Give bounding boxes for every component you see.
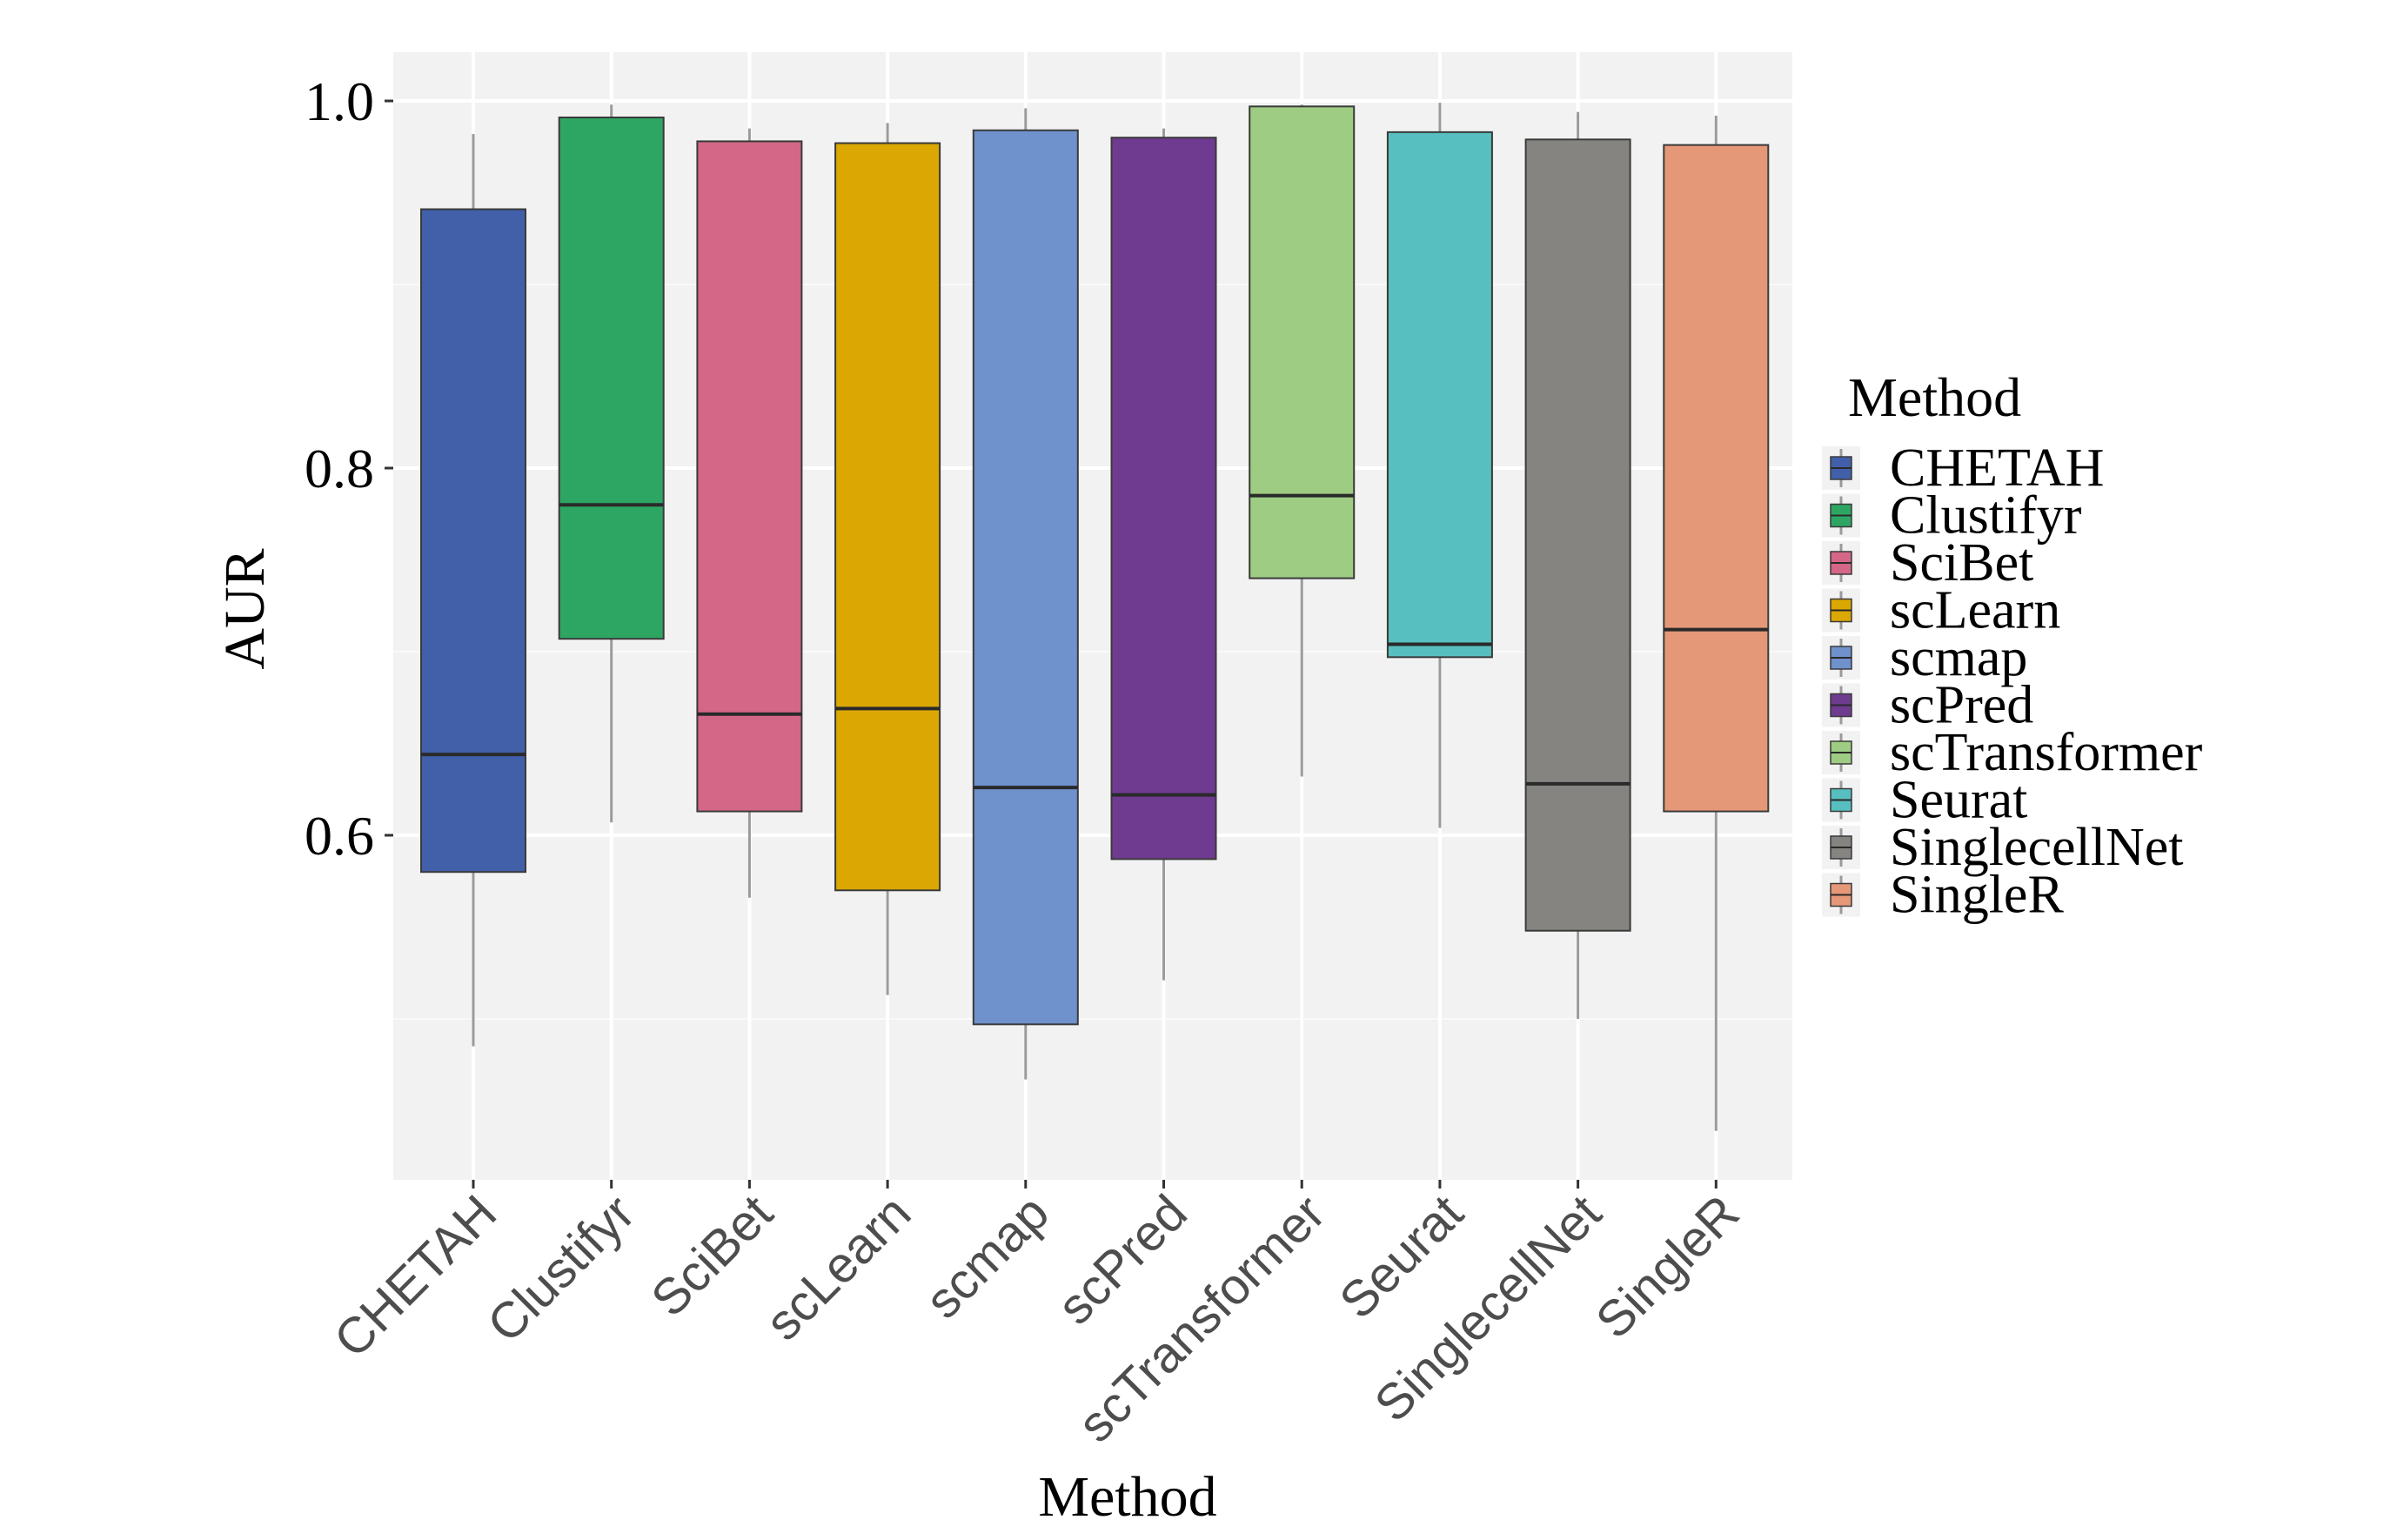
legend-label: Clustifyr <box>1890 486 2082 546</box>
box-iqr <box>1386 131 1493 659</box>
legend-item: CHETAH <box>1822 439 2104 498</box>
legend-title: Method <box>1848 366 2021 428</box>
x-tick-label: scmap <box>914 1184 1060 1329</box>
legend-item: scTransformer <box>1822 723 2203 782</box>
legend: Method CHETAHClustifyrSciBetscLearnscmap… <box>1822 366 2203 925</box>
y-axis-title: AUR <box>213 548 277 669</box>
y-tick-label: 0.8 <box>305 438 374 499</box>
x-axis-title: Method <box>1038 1465 1216 1529</box>
legend-item: SinglecellNet <box>1822 818 2183 877</box>
legend-item: Clustifyr <box>1822 486 2082 546</box>
legend-label: SciBet <box>1890 533 2033 593</box>
legend-label: CHETAH <box>1890 439 2104 498</box>
box-iqr <box>834 142 941 892</box>
legend-item: scmap <box>1822 628 2027 687</box>
legend-label: scLearn <box>1890 581 2060 640</box>
box-sctransformer <box>1249 104 1356 777</box>
box-iqr <box>1663 144 1770 813</box>
legend-label: scmap <box>1890 628 2027 687</box>
box-clustifyr <box>558 104 665 823</box>
legend-label: Seurat <box>1890 771 2027 830</box>
legend-item: SingleR <box>1822 866 2064 925</box>
y-axis-ticks: 0.6 0.8 1.0 <box>305 70 393 867</box>
box-iqr <box>1110 137 1217 860</box>
x-tick-label: CHETAH <box>324 1184 508 1369</box>
legend-label: scPred <box>1890 676 2033 735</box>
box-singler <box>1663 115 1770 1131</box>
legend-item: scLearn <box>1822 581 2060 640</box>
x-tick-label: SingleR <box>1585 1184 1751 1349</box>
box-chetah <box>420 133 526 1047</box>
box-iqr <box>972 129 1079 1026</box>
legend-item: scPred <box>1822 676 2033 735</box>
box-iqr <box>420 208 526 874</box>
x-tick-label: scTransformer <box>1068 1184 1336 1453</box>
x-tick-label: Clustifyr <box>477 1184 646 1353</box>
box-scpred <box>1110 128 1217 981</box>
legend-label: SinglecellNet <box>1890 818 2183 877</box>
legend-label: scTransformer <box>1890 723 2203 782</box>
boxplots <box>420 103 1770 1131</box>
y-tick-label: 0.6 <box>305 805 374 867</box>
x-axis-ticks: CHETAHClustifyrSciBetscLearnscmapscPreds… <box>324 1180 1751 1453</box>
box-iqr <box>1524 138 1631 932</box>
y-tick-label: 1.0 <box>305 70 374 132</box>
x-tick-label: scLearn <box>754 1184 921 1351</box>
box-seurat <box>1386 103 1493 828</box>
box-singlecellnet <box>1524 111 1631 1019</box>
box-sclearn <box>834 123 941 995</box>
legend-label: SingleR <box>1890 866 2064 925</box>
box-scibet <box>696 128 803 898</box>
box-iqr <box>1249 105 1356 579</box>
box-scmap <box>972 108 1079 1080</box>
box-iqr <box>558 116 665 640</box>
legend-item: SciBet <box>1822 533 2033 593</box>
legend-item: Seurat <box>1822 771 2027 830</box>
box-iqr <box>696 140 803 813</box>
